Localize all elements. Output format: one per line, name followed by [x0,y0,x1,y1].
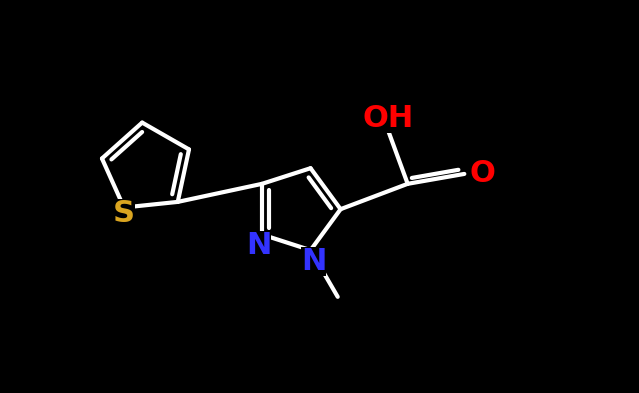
Text: O: O [469,160,495,188]
Text: OH: OH [362,104,413,133]
Text: N: N [246,231,272,261]
Text: N: N [301,247,327,276]
Text: S: S [113,199,135,228]
